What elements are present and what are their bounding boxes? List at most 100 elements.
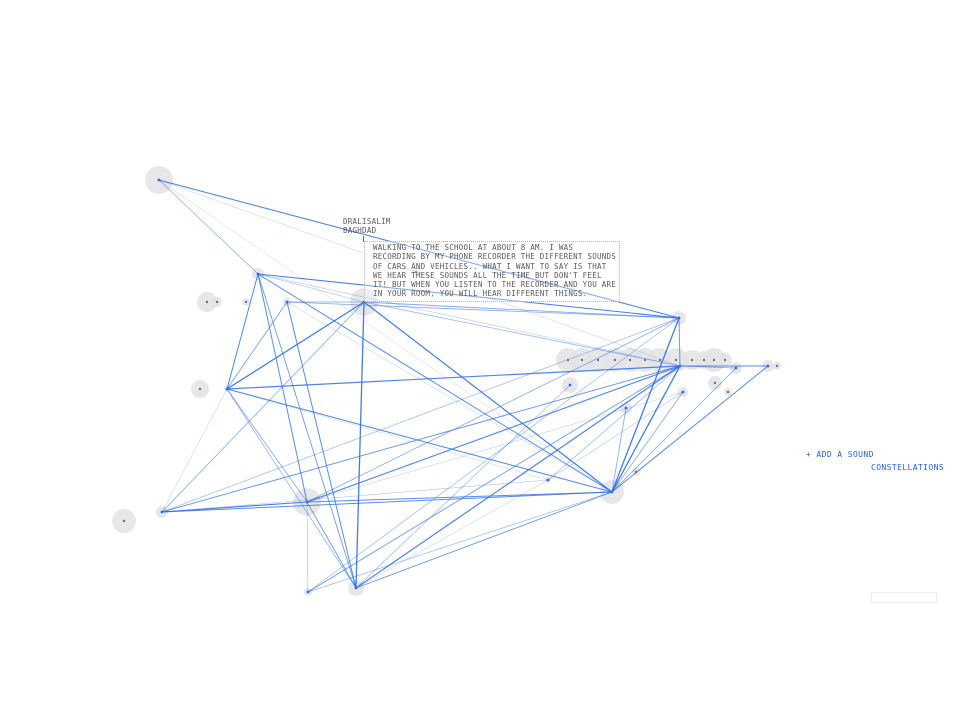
constellation-edge	[678, 317, 681, 367]
sound-node-dot[interactable]	[690, 358, 694, 362]
constellation-edge	[158, 179, 259, 275]
constellation-hub-dot[interactable]	[285, 300, 289, 304]
sound-node-dot[interactable]	[712, 358, 716, 362]
sound-node-dot[interactable]	[726, 390, 730, 394]
constellation-edge	[161, 479, 549, 513]
constellation-hub-dot[interactable]	[160, 510, 164, 514]
constellation-edge	[226, 388, 613, 493]
constellation-edge	[355, 301, 365, 589]
constellation-hub-dot[interactable]	[678, 364, 682, 368]
constellation-edge	[547, 365, 681, 481]
constellation-edge	[226, 273, 259, 390]
sound-node-dot[interactable]	[414, 270, 418, 274]
constellation-edge	[611, 365, 681, 493]
sound-node-dot[interactable]	[634, 470, 638, 474]
constellation-hub-dot[interactable]	[624, 406, 628, 410]
sound-node-dot[interactable]	[244, 300, 248, 304]
tooltip-pointer	[363, 236, 364, 242]
sound-node-dot[interactable]	[580, 358, 584, 362]
constellation-edge	[158, 179, 680, 319]
constellations-link[interactable]: CONSTELLATIONS	[871, 463, 945, 472]
sound-node-dot[interactable]	[702, 358, 706, 362]
sound-node-dot[interactable]	[566, 358, 570, 362]
constellation-edge	[679, 365, 737, 369]
constellation-edge	[158, 179, 681, 367]
tooltip-story: WALKING TO THE SCHOOL AT ABOUT 8 AM. I W…	[364, 241, 620, 302]
constellation-hub-dot[interactable]	[734, 366, 738, 370]
constellation-edge	[226, 301, 365, 390]
sound-node-dot[interactable]	[215, 300, 219, 304]
sound-node-dot[interactable]	[658, 358, 662, 362]
constellation-edge	[226, 388, 357, 589]
constellation-edge	[355, 384, 571, 589]
sound-node-dot[interactable]	[198, 387, 202, 391]
constellation-hub-dot[interactable]	[681, 390, 685, 394]
constellation-edge	[306, 491, 613, 503]
constellation-edge	[363, 301, 681, 367]
constellation-hub-dot[interactable]	[157, 178, 161, 182]
constellation-edge	[306, 391, 684, 503]
constellation-edge	[161, 501, 308, 513]
sound-node-dot[interactable]	[613, 358, 617, 362]
sound-node-dot[interactable]	[628, 358, 632, 362]
constellation-edge	[611, 317, 680, 493]
constellation-hub-dot[interactable]	[568, 383, 572, 387]
sound-node-dot[interactable]	[775, 364, 779, 368]
constellation-edge	[161, 365, 681, 513]
sound-node-dot[interactable]	[674, 358, 678, 362]
sound-node-dot[interactable]	[122, 519, 126, 523]
constellation-hub-dot[interactable]	[677, 316, 681, 320]
tooltip-author[interactable]: DRALISALIM	[343, 217, 391, 226]
constellation-hub-dot[interactable]	[256, 272, 260, 276]
constellation-edge	[158, 179, 613, 493]
constellation-edge	[355, 491, 613, 589]
constellation-hub-dot[interactable]	[610, 490, 614, 494]
constellation-edge	[611, 365, 769, 493]
constellation-edge	[611, 407, 627, 493]
constellation-edge	[363, 301, 613, 493]
constellation-hub-dot[interactable]	[354, 586, 358, 590]
constellation-edge	[611, 391, 684, 493]
sound-tooltip: DRALISALIM BAGHDAD WALKING TO THE SCHOOL…	[343, 217, 623, 317]
constellation-edge	[257, 273, 365, 303]
constellation-edge	[161, 317, 680, 513]
sound-node-dot[interactable]	[723, 358, 727, 362]
constellation-hub-dot[interactable]	[766, 364, 770, 368]
add-a-sound-link[interactable]: + ADD A SOUND	[806, 450, 874, 459]
constellation-edge	[226, 365, 681, 390]
constellation-edge	[257, 273, 681, 367]
constellation-edge	[355, 479, 549, 589]
constellation-edge	[547, 391, 684, 481]
constellation-edge	[161, 388, 228, 513]
constellation-edge	[611, 367, 737, 493]
constellation-edge	[307, 317, 680, 593]
constellation-edge	[161, 301, 365, 513]
constellation-edge	[355, 365, 681, 589]
sound-node-dot[interactable]	[205, 300, 209, 304]
side-navigation: + ADD A SOUND CONSTELLATIONS	[806, 450, 944, 472]
sound-node-dot[interactable]	[643, 358, 647, 362]
constellation-hub-dot[interactable]	[225, 387, 229, 391]
constellation-hub-dot[interactable]	[305, 500, 309, 504]
sound-node-dot[interactable]	[596, 358, 600, 362]
constellation-edge	[306, 501, 309, 593]
constellation-edge	[226, 388, 308, 503]
constellation-edge	[286, 301, 613, 493]
constellation-edge	[257, 273, 357, 589]
constellation-edge	[226, 301, 288, 390]
constellation-edge	[226, 388, 549, 481]
tooltip-city: BAGHDAD	[343, 226, 377, 236]
constellation-edge	[257, 273, 308, 503]
search-input[interactable]	[871, 592, 937, 603]
constellation-edge	[306, 365, 681, 503]
constellation-hub-dot[interactable]	[546, 478, 550, 482]
constellation-edge	[286, 301, 680, 319]
constellation-edge	[363, 301, 680, 319]
constellation-edge	[257, 273, 613, 493]
constellation-edge	[306, 501, 357, 589]
constellation-edge	[307, 491, 613, 593]
sound-node-dot[interactable]	[713, 381, 717, 385]
constellation-edge	[257, 273, 680, 319]
constellation-hub-dot[interactable]	[306, 590, 310, 594]
